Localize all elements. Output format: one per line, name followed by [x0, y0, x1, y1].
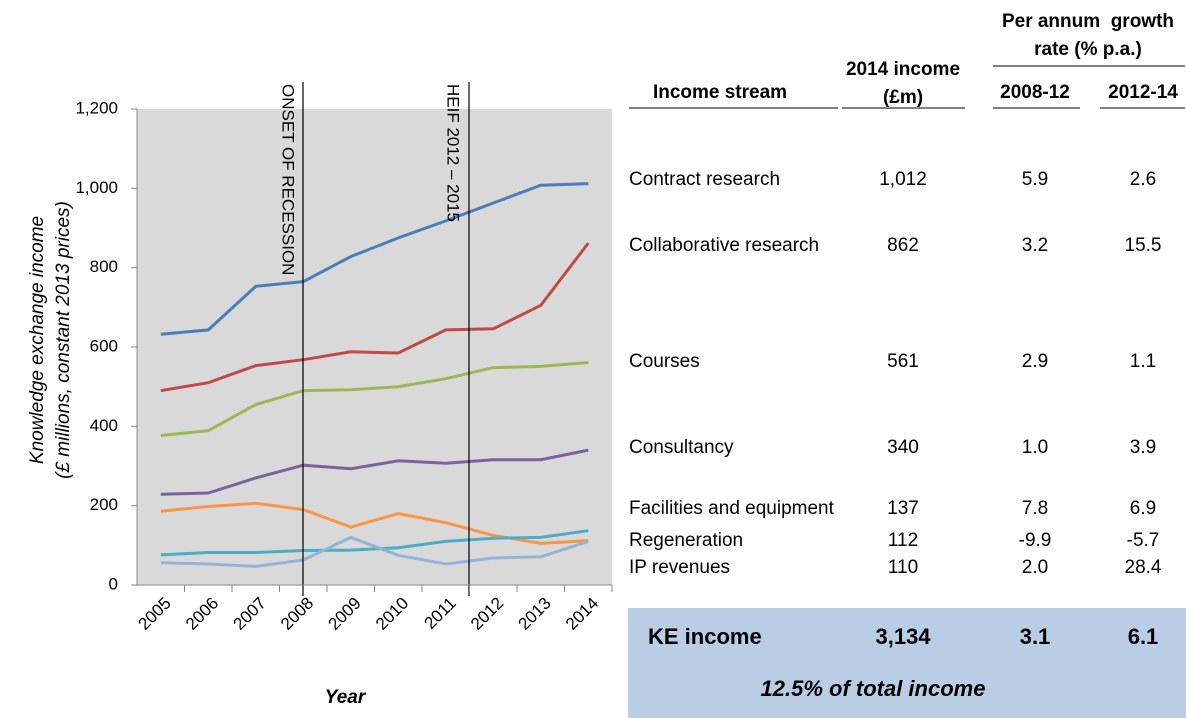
table-cell: 1.1 [1130, 351, 1156, 372]
table-header: rate (% p.a.) [1034, 39, 1142, 60]
table-cell: 3.9 [1130, 437, 1156, 458]
table-cell: 1,012 [879, 169, 927, 190]
row-label: IP revenues [629, 557, 730, 578]
table-header: Per annum growth [1002, 11, 1174, 32]
table-header: 2014 income [846, 59, 960, 80]
y-tick-label: 400 [90, 416, 118, 435]
table-header: Income stream [653, 82, 787, 103]
x-axis-title: Year [325, 687, 367, 708]
table-cell: 3.2 [1022, 235, 1048, 256]
row-label: Regeneration [629, 530, 743, 551]
series-line [160, 242, 590, 393]
row-label: Courses [629, 351, 700, 372]
x-tick-label: 2010 [372, 594, 412, 634]
summary-box [628, 608, 1186, 718]
x-tick-label: 2008 [277, 594, 317, 634]
table-cell: 862 [887, 235, 919, 256]
row-label: Collaborative research [629, 235, 819, 256]
row-label: Consultancy [629, 437, 734, 458]
table-cell: 2.6 [1130, 169, 1156, 190]
x-tick-label: 2007 [230, 594, 270, 634]
table-cell: 5.9 [1022, 169, 1048, 190]
row-label: Contract research [629, 169, 780, 190]
table-header: 2008-12 [1000, 82, 1070, 103]
table-cell: 2.9 [1022, 351, 1048, 372]
table-cell: 137 [887, 498, 919, 519]
total-cell: 3.1 [1020, 624, 1051, 649]
series-line [160, 535, 589, 568]
total-note: 12.5% of total income [761, 676, 986, 701]
row-label: Facilities and equipment [629, 498, 835, 519]
y-tick-label: 200 [90, 495, 118, 514]
y-tick-label: 800 [90, 257, 118, 276]
series-line [160, 182, 589, 336]
table-header: (£m) [883, 87, 923, 108]
x-tick-label: 2006 [182, 594, 222, 634]
annotation: ONSET OF RECESSION [279, 84, 298, 275]
y-tick-label: 600 [90, 336, 118, 355]
x-tick-label: 2013 [515, 594, 555, 634]
y-tick-label: 0 [109, 574, 118, 593]
x-tick-label: 2012 [467, 594, 507, 634]
table-cell: 340 [887, 437, 919, 458]
series-line [160, 361, 589, 437]
y-tick-label: 1,200 [75, 98, 118, 117]
x-tick-label: 2014 [562, 594, 602, 634]
annotation: HEIF 2012 – 2015 [444, 84, 463, 222]
y-tick-label: 1,000 [75, 178, 118, 197]
series-line [160, 529, 589, 557]
table-cell: 1.0 [1022, 437, 1048, 458]
table-cell: 7.8 [1022, 498, 1048, 519]
table-cell: -9.9 [1019, 530, 1052, 551]
total-cell: 6.1 [1128, 624, 1159, 649]
table-header: 2012-14 [1108, 82, 1178, 103]
y-axis-title: (£ millions, constant 2013 prices) [53, 201, 74, 479]
total-cell: 3,134 [875, 624, 931, 649]
x-tick-label: 2011 [420, 594, 459, 633]
total-label: KE income [648, 624, 762, 649]
table-cell: 112 [888, 530, 918, 551]
table-cell: 28.4 [1125, 557, 1162, 578]
series-line [160, 448, 589, 496]
table-cell: 110 [888, 557, 918, 578]
x-tick-label: 2009 [325, 594, 365, 634]
table-cell: 2.0 [1022, 557, 1048, 578]
table-cell: 6.9 [1130, 498, 1156, 519]
table-cell: -5.7 [1127, 530, 1160, 551]
x-tick-label: 2005 [135, 594, 175, 634]
plot-area [137, 109, 612, 585]
y-axis-title: Knowledge exchange income [27, 216, 48, 464]
series-line [160, 501, 589, 545]
table-cell: 15.5 [1125, 235, 1162, 256]
table-cell: 561 [887, 351, 919, 372]
